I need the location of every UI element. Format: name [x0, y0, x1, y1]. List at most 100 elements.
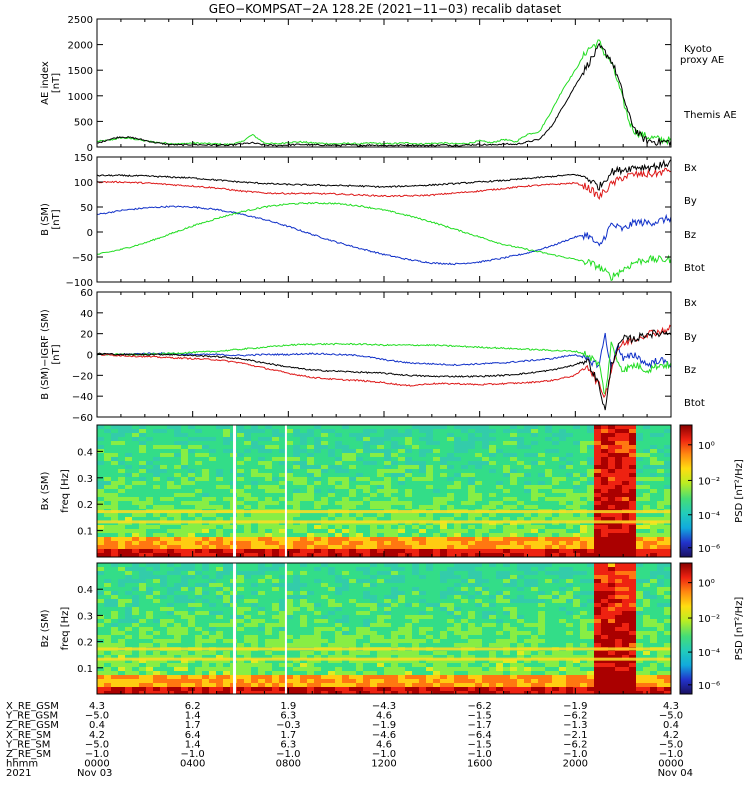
heatmap-cell	[377, 683, 384, 687]
heatmap-cell	[510, 529, 517, 533]
heatmap-cell	[496, 537, 503, 541]
heatmap-cell	[503, 643, 510, 647]
heatmap-cell	[300, 477, 307, 481]
heatmap-cell	[503, 619, 510, 623]
heatmap-cell	[300, 567, 307, 571]
heatmap-cell	[643, 461, 650, 465]
heatmap-cell	[405, 553, 412, 557]
series-line-themis-ae	[97, 42, 671, 147]
heatmap-cell	[398, 425, 405, 429]
heatmap-cell	[475, 567, 482, 571]
heatmap-cell	[552, 473, 559, 477]
heatmap-cell	[419, 445, 426, 449]
heatmap-cell	[524, 541, 531, 545]
heatmap-cell	[377, 655, 384, 659]
heatmap-cell	[223, 433, 230, 437]
heatmap-cell	[552, 481, 559, 485]
y-tick-label: −40	[72, 392, 93, 403]
heatmap-cell	[461, 615, 468, 619]
heatmap-cell	[580, 563, 587, 567]
heatmap-cell	[153, 635, 160, 639]
heatmap-cell	[475, 627, 482, 631]
heatmap-cell	[377, 671, 384, 675]
heatmap-cell	[412, 635, 419, 639]
heatmap-cell	[447, 563, 454, 567]
heatmap-cell	[307, 619, 314, 623]
heatmap-cell	[188, 635, 195, 639]
heatmap-cell	[125, 477, 132, 481]
heatmap-cell	[314, 687, 321, 691]
heatmap-cell	[118, 473, 125, 477]
heatmap-cell	[580, 631, 587, 635]
heatmap-cell	[181, 545, 188, 549]
heatmap-cell	[307, 449, 314, 453]
heatmap-cell	[244, 611, 251, 615]
heatmap-cell	[111, 687, 118, 691]
heatmap-cell	[552, 549, 559, 553]
heatmap-cell	[146, 429, 153, 433]
heatmap-cell	[356, 595, 363, 599]
heatmap-cell	[153, 591, 160, 595]
heatmap-cell	[300, 691, 307, 694]
heatmap-cell	[174, 481, 181, 485]
heatmap-cell	[349, 437, 356, 441]
heatmap-cell	[209, 461, 216, 465]
heatmap-cell	[608, 591, 615, 595]
heatmap-cell	[405, 425, 412, 429]
heatmap-cell	[643, 529, 650, 533]
heatmap-cell	[412, 517, 419, 521]
heatmap-cell	[489, 425, 496, 429]
heatmap-cell	[146, 453, 153, 457]
heatmap-cell	[216, 591, 223, 595]
heatmap-cell	[370, 525, 377, 529]
heatmap-cell	[426, 525, 433, 529]
heatmap-cell	[503, 497, 510, 501]
heatmap-cell	[272, 679, 279, 683]
heatmap-cell	[125, 497, 132, 501]
heatmap-cell	[188, 525, 195, 529]
heatmap-cell	[398, 549, 405, 553]
heatmap-cell	[454, 623, 461, 627]
y-tick-label: 0.1	[77, 527, 93, 538]
heatmap-cell	[433, 687, 440, 691]
heatmap-cell	[377, 497, 384, 501]
heatmap-cell	[377, 631, 384, 635]
heatmap-cell	[454, 529, 461, 533]
heatmap-cell	[286, 663, 293, 667]
heatmap-cell	[244, 525, 251, 529]
heatmap-cell	[426, 461, 433, 465]
heatmap-cell	[153, 493, 160, 497]
heatmap-cell	[356, 505, 363, 509]
heatmap-cell	[97, 635, 104, 639]
heatmap-cell	[202, 655, 209, 659]
heatmap-cell	[580, 449, 587, 453]
heatmap-cell	[489, 473, 496, 477]
heatmap-cell	[440, 501, 447, 505]
heatmap-cell	[496, 631, 503, 635]
heatmap-cell	[566, 675, 573, 679]
heatmap-cell	[573, 619, 580, 623]
heatmap-cell	[370, 493, 377, 497]
heatmap-cell	[265, 571, 272, 575]
heatmap-cell	[132, 517, 139, 521]
heatmap-cell	[265, 615, 272, 619]
heatmap-cell	[293, 643, 300, 647]
heatmap-cell	[279, 671, 286, 675]
heatmap-cell	[552, 587, 559, 591]
heatmap-cell	[405, 481, 412, 485]
heatmap-cell	[216, 623, 223, 627]
heatmap-cell	[272, 461, 279, 465]
heatmap-cell	[125, 441, 132, 445]
heatmap-cell	[216, 599, 223, 603]
heatmap-cell	[216, 683, 223, 687]
heatmap-cell	[174, 549, 181, 553]
heatmap-cell	[237, 505, 244, 509]
heatmap-cell	[244, 533, 251, 537]
heatmap-cell	[468, 607, 475, 611]
heatmap-cell	[615, 627, 622, 631]
heatmap-cell	[643, 611, 650, 615]
heatmap-cell	[321, 663, 328, 667]
heatmap-cell	[104, 663, 111, 667]
heatmap-cell	[181, 481, 188, 485]
heatmap-cell	[510, 533, 517, 537]
